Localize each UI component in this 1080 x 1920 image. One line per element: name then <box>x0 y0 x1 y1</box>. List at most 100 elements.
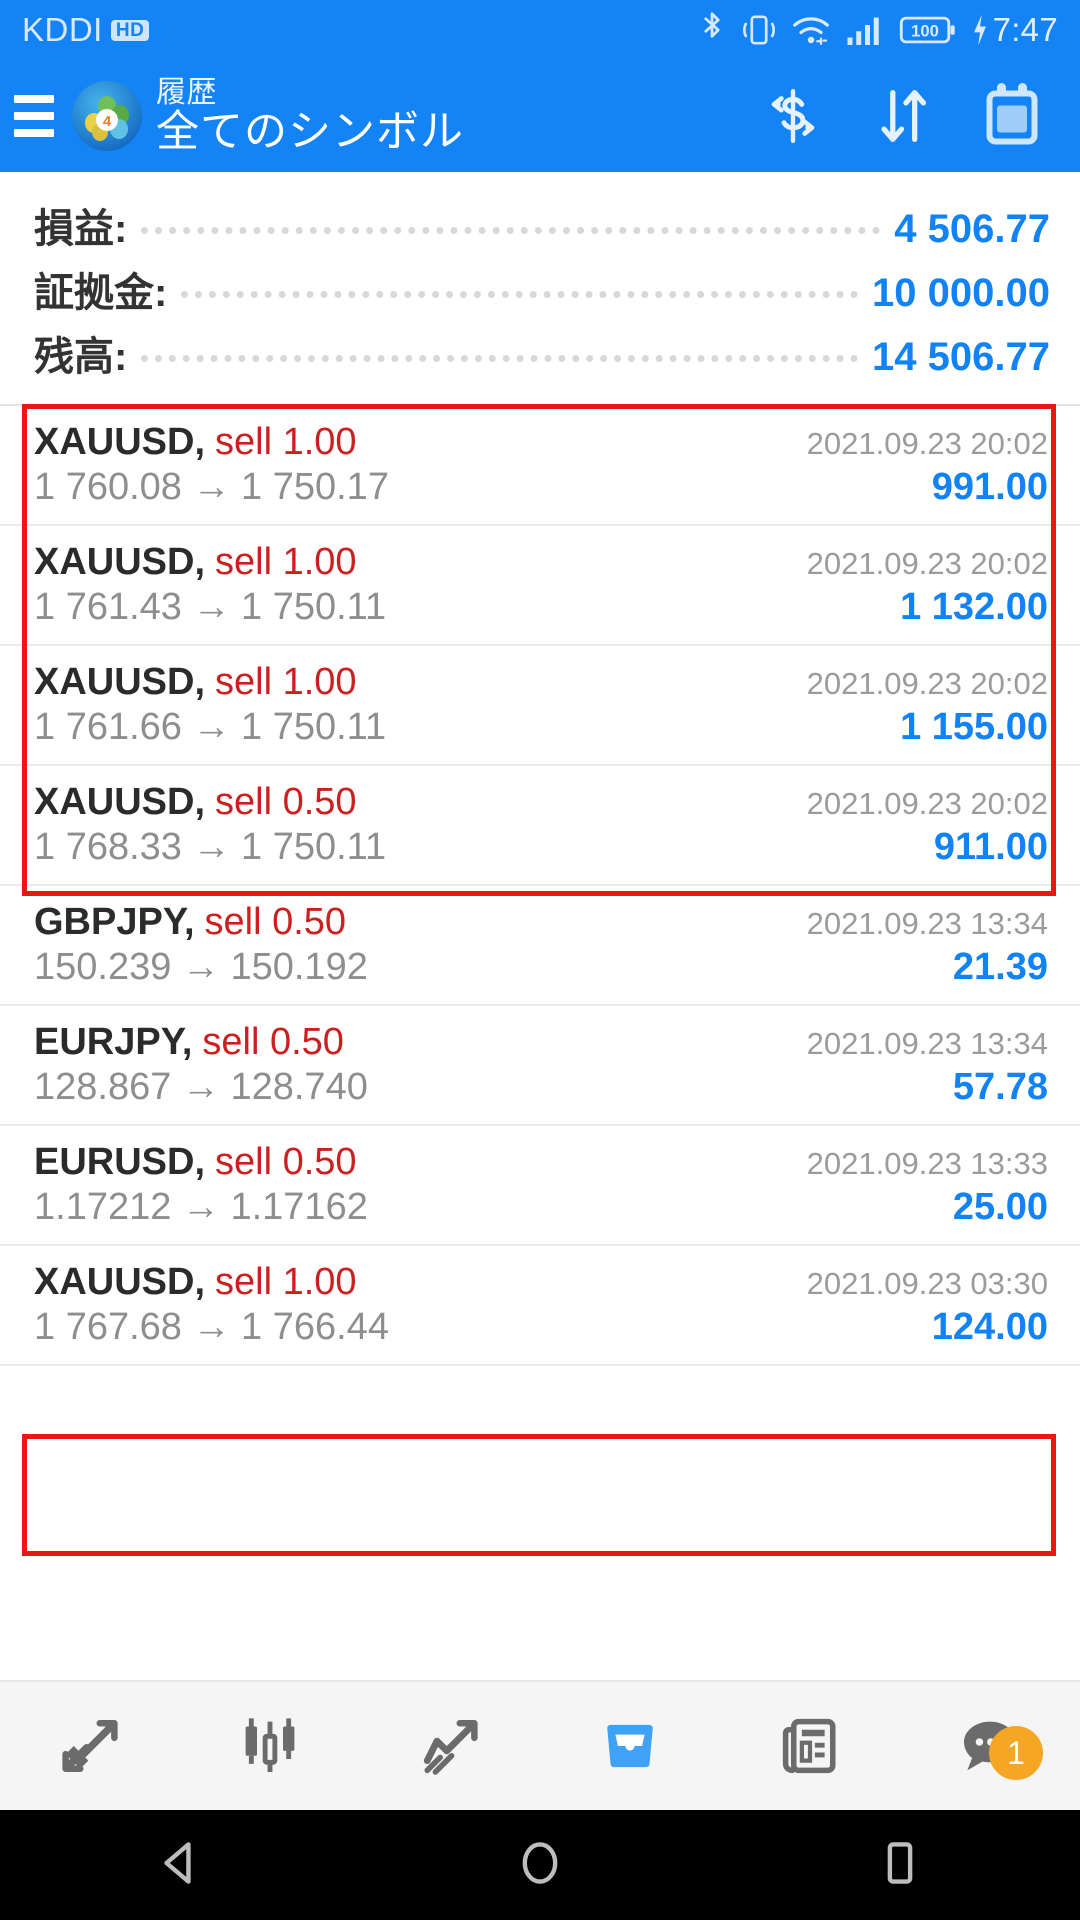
deal-time: 2021.09.23 13:34 <box>806 1026 1048 1061</box>
deal-prices: 1 761.66 → 1 750.11 <box>34 706 387 748</box>
back-button[interactable] <box>90 1836 270 1895</box>
quotes-arrows-icon <box>51 1707 129 1785</box>
deal-profit: 1 132.00 <box>900 586 1048 628</box>
deal-row-bottom: 1 760.08 → 1 750.17 991.00 <box>34 466 1048 509</box>
deal-row-top: XAUUSD, sell 1.00 2021.09.23 03:30 <box>34 1261 1048 1304</box>
deal-prices: 128.867 → 128.740 <box>34 1066 368 1108</box>
history-inbox-icon <box>591 1707 669 1785</box>
square-recents-icon <box>873 1836 927 1895</box>
history-deal-list[interactable]: XAUUSD, sell 1.00 2021.09.23 20:02 1 760… <box>0 404 1080 1680</box>
table-row[interactable]: EURJPY, sell 0.50 2021.09.23 13:34 128.8… <box>0 1006 1080 1126</box>
calendar-icon[interactable] <box>978 80 1046 152</box>
deal-row-top: EURUSD, sell 0.50 2021.09.23 13:33 <box>34 1141 1048 1184</box>
deal-prices: 1 760.08 → 1 750.17 <box>34 466 389 508</box>
carrier-label: KDDI <box>22 11 103 48</box>
deal-symbol: GBPJPY, <box>34 901 195 943</box>
deal-row-bottom: 1 761.43 → 1 750.11 1 132.00 <box>34 586 1048 629</box>
summary-label: 証拠金: <box>34 271 168 315</box>
deal-profit: 25.00 <box>952 1186 1048 1228</box>
deal-prices: 1.17212 → 1.17162 <box>34 1186 368 1228</box>
deal-row-top: XAUUSD, sell 1.00 2021.09.23 20:02 <box>34 421 1048 464</box>
deal-time: 2021.09.23 13:33 <box>806 1146 1048 1181</box>
nav-quotes[interactable] <box>15 1682 165 1810</box>
deal-profit: 21.39 <box>952 946 1048 988</box>
table-row[interactable]: XAUUSD, sell 1.00 2021.09.23 20:02 1 761… <box>0 646 1080 766</box>
recents-button[interactable] <box>810 1836 990 1895</box>
deal-side: sell 1.00 <box>215 1261 357 1303</box>
table-row[interactable]: EURUSD, sell 0.50 2021.09.23 13:33 1.172… <box>0 1126 1080 1246</box>
status-bar-clock: 7:47 <box>992 11 1058 48</box>
deal-symbol: XAUUSD, <box>34 781 206 823</box>
nav-chat[interactable]: 1 <box>915 1682 1065 1810</box>
nav-trade[interactable] <box>375 1682 525 1810</box>
nav-history[interactable] <box>555 1682 705 1810</box>
hamburger-menu-icon[interactable] <box>8 95 60 137</box>
app-bar-titles: 履歴 全てのシンボル <box>156 77 464 156</box>
home-button[interactable] <box>450 1836 630 1895</box>
chat-badge: 1 <box>989 1726 1043 1780</box>
news-paper-icon <box>771 1707 849 1785</box>
svg-text:100: 100 <box>911 22 939 41</box>
circle-home-icon <box>513 1836 567 1895</box>
deal-symbol: EURJPY, <box>34 1021 193 1063</box>
deal-row-top: XAUUSD, sell 1.00 2021.09.23 20:02 <box>34 661 1048 704</box>
summary-row-margin: 証拠金: 10 000.00 <box>34 260 1050 324</box>
table-row[interactable]: XAUUSD, sell 0.50 2021.09.23 20:02 1 768… <box>0 766 1080 886</box>
android-navigation-bar <box>0 1810 1080 1920</box>
deal-row-bottom: 128.867 → 128.740 57.78 <box>34 1066 1048 1109</box>
candlestick-chart-icon <box>231 1707 309 1785</box>
deal-prices: 1 761.43 → 1 750.11 <box>34 586 387 628</box>
bottom-navigation: 1 <box>0 1680 1080 1810</box>
hd-badge: HD <box>110 19 150 41</box>
deal-side: sell 1.00 <box>215 661 357 703</box>
sort-icon[interactable] <box>872 81 934 151</box>
summary-row-profit: 損益: 4 506.77 <box>34 196 1050 260</box>
deal-prices: 1 768.33 → 1 750.11 <box>34 826 387 868</box>
deal-row-top: GBPJPY, sell 0.50 2021.09.23 13:34 <box>34 901 1048 944</box>
nav-news[interactable] <box>735 1682 885 1810</box>
table-row[interactable]: XAUUSD, sell 1.00 2021.09.23 03:30 1 767… <box>0 1246 1080 1366</box>
app-bar-title: 全てのシンボル <box>156 108 464 157</box>
deal-symbol: EURUSD, <box>34 1141 206 1183</box>
deal-side: sell 1.00 <box>215 421 357 463</box>
app-bar: 4 履歴 全てのシンボル <box>0 60 1080 172</box>
deal-row-bottom: 1 767.68 → 1 766.44 124.00 <box>34 1306 1048 1349</box>
metatrader4-logo: 4 <box>70 79 144 153</box>
battery-icon: 100 <box>899 11 957 49</box>
deal-side: sell 1.00 <box>215 541 357 583</box>
status-bar-icons: 100 <box>697 10 989 50</box>
deal-row-top: XAUUSD, sell 1.00 2021.09.23 20:02 <box>34 541 1048 584</box>
deal-time: 2021.09.23 20:02 <box>806 786 1048 821</box>
charging-icon <box>971 11 989 49</box>
deal-row-top: XAUUSD, sell 0.50 2021.09.23 20:02 <box>34 781 1048 824</box>
hamburger-bar <box>14 129 54 137</box>
table-row[interactable]: GBPJPY, sell 0.50 2021.09.23 13:34 150.2… <box>0 886 1080 1006</box>
deal-row-bottom: 150.239 → 150.192 21.39 <box>34 946 1048 989</box>
bluetooth-icon <box>697 10 727 50</box>
triangle-back-icon <box>153 1836 207 1895</box>
currency-exchange-icon[interactable] <box>758 81 828 151</box>
deal-profit: 124.00 <box>931 1306 1048 1348</box>
app-bar-actions <box>758 80 1060 152</box>
table-row[interactable]: XAUUSD, sell 1.00 2021.09.23 20:02 1 760… <box>0 406 1080 526</box>
table-row[interactable]: XAUUSD, sell 1.00 2021.09.23 20:02 1 761… <box>0 526 1080 646</box>
deal-symbol: XAUUSD, <box>34 421 206 463</box>
summary-value: 10 000.00 <box>872 271 1050 315</box>
svg-text:4: 4 <box>103 113 112 130</box>
deal-side: sell 0.50 <box>215 1141 357 1183</box>
deal-symbol: XAUUSD, <box>34 541 206 583</box>
dotted-leader <box>141 227 881 234</box>
summary-value: 14 506.77 <box>872 335 1050 379</box>
hamburger-bar <box>14 95 54 103</box>
summary-value: 4 506.77 <box>894 207 1050 251</box>
vibrate-icon <box>741 10 777 50</box>
nav-charts[interactable] <box>195 1682 345 1810</box>
deal-row-top: EURJPY, sell 0.50 2021.09.23 13:34 <box>34 1021 1048 1064</box>
dotted-leader <box>141 355 859 362</box>
deal-symbol: XAUUSD, <box>34 661 206 703</box>
deal-side: sell 0.50 <box>215 781 357 823</box>
signal-icon <box>845 10 885 50</box>
deal-profit: 911.00 <box>933 826 1048 868</box>
summary-label: 損益: <box>34 207 128 251</box>
